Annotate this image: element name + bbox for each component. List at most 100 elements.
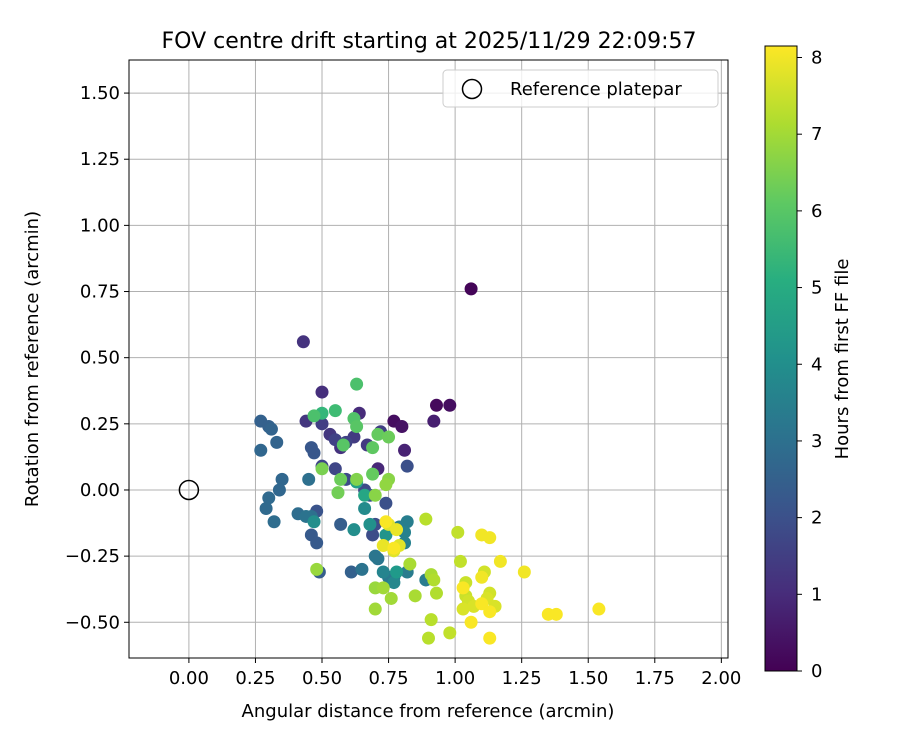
data-point bbox=[453, 554, 467, 568]
data-point bbox=[451, 525, 465, 539]
data-point bbox=[475, 597, 489, 611]
data-point bbox=[355, 562, 369, 576]
x-axis-ticks: 0.00 0.25 0.50 0.75 1.00 1.25 1.50 1.75 2.00 bbox=[169, 658, 741, 689]
colorbar-tick-label: 8 bbox=[811, 48, 822, 69]
data-point bbox=[403, 557, 417, 571]
x-tick-label: 0.50 bbox=[302, 668, 342, 689]
colorbar-gradient bbox=[764, 45, 798, 672]
y-tick-label: 0.75 bbox=[80, 282, 120, 303]
data-point bbox=[427, 573, 441, 587]
x-tick-label: 1.25 bbox=[502, 668, 542, 689]
data-point bbox=[493, 554, 507, 568]
data-point bbox=[307, 409, 321, 423]
data-point bbox=[336, 438, 350, 452]
data-point bbox=[264, 422, 278, 436]
legend-marker-icon bbox=[461, 78, 483, 100]
data-point bbox=[387, 541, 401, 555]
reference-point-marker bbox=[178, 479, 200, 501]
data-point bbox=[368, 602, 382, 616]
data-point bbox=[296, 335, 310, 349]
x-tick-label: 0.75 bbox=[369, 668, 409, 689]
data-point bbox=[379, 515, 393, 529]
data-point bbox=[475, 570, 489, 584]
colorbar-label: Hours from first FF file bbox=[832, 259, 853, 460]
data-point bbox=[483, 631, 497, 645]
data-point bbox=[376, 581, 390, 595]
data-point bbox=[350, 472, 364, 486]
data-point bbox=[398, 443, 412, 457]
x-axis-label: Angular distance from reference (arcmin) bbox=[242, 701, 615, 722]
data-point bbox=[427, 414, 441, 428]
x-tick-label: 2.00 bbox=[701, 668, 741, 689]
data-point bbox=[379, 528, 393, 542]
data-point bbox=[315, 385, 329, 399]
data-point bbox=[517, 565, 531, 579]
y-tick-label: 1.00 bbox=[80, 215, 120, 236]
data-point bbox=[366, 528, 380, 542]
data-point bbox=[350, 419, 364, 433]
chart-title: FOV centre drift starting at 2025/11/29 … bbox=[162, 29, 697, 54]
data-point bbox=[331, 486, 345, 500]
data-point bbox=[366, 441, 380, 455]
data-point bbox=[328, 462, 342, 476]
data-point bbox=[368, 488, 382, 502]
y-tick-label: 0.00 bbox=[80, 480, 120, 501]
colorbar-tick-label: 4 bbox=[811, 354, 822, 375]
data-point bbox=[347, 523, 361, 537]
data-point bbox=[429, 398, 443, 412]
colorbar-tick-label: 6 bbox=[811, 201, 822, 222]
data-point bbox=[400, 515, 414, 529]
colorbar-tick-label: 7 bbox=[811, 124, 822, 145]
y-tick-label: 0.50 bbox=[80, 348, 120, 369]
y-tick-label: 0.25 bbox=[80, 414, 120, 435]
colorbar-tick-label: 3 bbox=[811, 431, 822, 452]
data-point bbox=[549, 607, 563, 621]
x-tick-label: 0.25 bbox=[235, 668, 275, 689]
data-point bbox=[376, 565, 390, 579]
data-point bbox=[358, 502, 372, 515]
x-tick-label: 0.00 bbox=[169, 668, 209, 689]
data-point bbox=[272, 483, 286, 497]
data-point bbox=[334, 517, 348, 531]
data-point bbox=[310, 536, 324, 550]
colorbar-tick-label: 2 bbox=[811, 508, 822, 529]
data-point bbox=[456, 581, 470, 595]
colorbar-ticks: 0 1 2 3 4 5 6 7 8 bbox=[797, 48, 822, 682]
x-tick-label: 1.50 bbox=[568, 668, 608, 689]
x-tick-label: 1.75 bbox=[635, 668, 675, 689]
data-point bbox=[254, 443, 268, 457]
x-tick-label: 1.00 bbox=[435, 668, 475, 689]
y-axis-label: Rotation from reference (arcmin) bbox=[22, 211, 43, 507]
colorbar-tick-label: 5 bbox=[811, 278, 822, 299]
y-tick-label: −0.50 bbox=[65, 612, 120, 633]
data-point bbox=[334, 472, 348, 486]
data-point bbox=[358, 488, 372, 502]
legend-box bbox=[442, 69, 719, 108]
data-point bbox=[328, 404, 342, 418]
colorbar: 0 1 2 3 4 5 6 7 8 Hours from first FF file bbox=[764, 45, 853, 682]
data-point bbox=[592, 602, 606, 616]
data-point bbox=[483, 605, 497, 619]
data-point bbox=[371, 427, 385, 441]
data-point bbox=[443, 398, 457, 412]
data-point bbox=[464, 615, 478, 629]
data-point bbox=[270, 435, 284, 449]
data-point bbox=[390, 565, 404, 579]
data-point bbox=[422, 631, 435, 645]
data-point bbox=[395, 419, 409, 433]
data-point bbox=[387, 576, 401, 590]
colorbar-tick-label: 0 bbox=[811, 661, 822, 682]
y-tick-label: −0.25 bbox=[65, 546, 120, 567]
data-point bbox=[350, 377, 364, 391]
data-point bbox=[302, 472, 316, 486]
data-point bbox=[390, 523, 404, 537]
data-point bbox=[310, 562, 324, 576]
plot-frame bbox=[128, 59, 729, 659]
data-point bbox=[379, 496, 393, 510]
data-point bbox=[344, 565, 358, 579]
data-point bbox=[368, 549, 382, 563]
grid bbox=[129, 60, 728, 658]
data-point bbox=[464, 282, 478, 296]
data-point bbox=[429, 586, 443, 600]
